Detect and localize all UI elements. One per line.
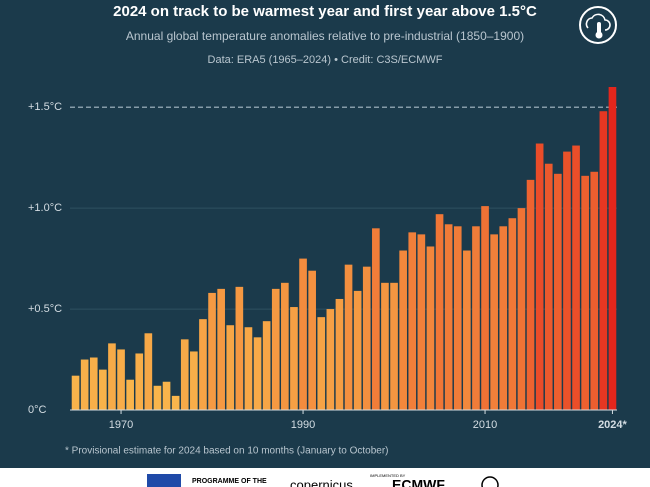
bar xyxy=(108,343,116,410)
bar xyxy=(599,111,608,410)
bar xyxy=(299,258,307,410)
bar xyxy=(444,224,453,410)
footer-copernicus: copernicus xyxy=(290,477,353,487)
bar xyxy=(372,228,380,410)
bar xyxy=(535,143,544,410)
bar xyxy=(381,282,389,410)
bar xyxy=(144,333,153,410)
bar xyxy=(126,379,134,410)
y-tick-label: 0°C xyxy=(28,404,47,416)
bar xyxy=(344,264,353,410)
bar xyxy=(317,317,326,410)
bar xyxy=(508,218,517,410)
bar xyxy=(499,226,508,410)
bar xyxy=(217,288,225,410)
bar xyxy=(281,282,289,410)
logo-icon xyxy=(579,6,617,44)
bar xyxy=(190,351,198,410)
bar xyxy=(271,288,280,410)
y-tick-label: +1.5°C xyxy=(28,101,62,113)
bar xyxy=(80,359,89,410)
bar xyxy=(554,173,562,410)
footer-c3s-logo xyxy=(481,476,499,487)
bar xyxy=(153,385,162,410)
bar xyxy=(426,246,435,410)
chart-subtitle: Annual global temperature anomalies rela… xyxy=(126,29,524,43)
chart-source: Data: ERA5 (1965–2024) • Credit: C3S/ECM… xyxy=(208,54,443,66)
bar xyxy=(135,353,144,410)
bar xyxy=(481,206,489,410)
bar xyxy=(417,234,426,410)
footnote: * Provisional estimate for 2024 based on… xyxy=(65,446,389,457)
footer-implemented: IMPLEMENTED BY xyxy=(370,473,406,478)
bar xyxy=(517,208,526,410)
bar xyxy=(408,232,417,410)
eu-flag xyxy=(147,474,181,487)
bar xyxy=(390,282,398,410)
bar xyxy=(335,298,344,410)
x-tick-label: 1990 xyxy=(291,419,315,431)
bar xyxy=(226,325,235,410)
x-tick-label: 2010 xyxy=(473,419,497,431)
bar xyxy=(208,292,216,410)
bar xyxy=(353,290,362,410)
bar xyxy=(453,226,462,410)
bar xyxy=(326,309,335,410)
y-tick-label: +0.5°C xyxy=(28,303,62,315)
footer-ecmwf: ECMWF xyxy=(392,477,445,487)
bar xyxy=(71,375,80,410)
bar xyxy=(290,307,298,410)
bar xyxy=(362,266,371,410)
bar xyxy=(463,250,471,410)
bar xyxy=(572,145,580,410)
bar xyxy=(89,357,98,410)
bar xyxy=(235,286,244,410)
bar xyxy=(608,87,617,410)
bar xyxy=(563,151,571,410)
bar xyxy=(399,250,407,410)
bar xyxy=(435,214,444,410)
bar xyxy=(99,369,107,410)
y-tick-label: +1.0°C xyxy=(28,202,62,214)
bar xyxy=(490,234,498,410)
x-tick-label: 2024* xyxy=(598,419,627,431)
bar xyxy=(526,179,535,410)
bar xyxy=(244,327,253,410)
bar xyxy=(581,175,589,410)
bar xyxy=(544,163,553,410)
footer-programme: PROGRAMME OF THE xyxy=(192,478,267,485)
bar xyxy=(162,381,171,410)
bar xyxy=(117,349,125,410)
bar xyxy=(590,171,599,410)
x-tick-label: 1970 xyxy=(109,419,133,431)
bar xyxy=(262,321,271,410)
chart-title: 2024 on track to be warmest year and fir… xyxy=(113,3,537,20)
bar xyxy=(472,226,480,410)
bar xyxy=(253,337,262,410)
bar xyxy=(199,319,207,410)
bar xyxy=(180,339,189,410)
bar xyxy=(308,270,316,410)
bar xyxy=(171,395,180,410)
